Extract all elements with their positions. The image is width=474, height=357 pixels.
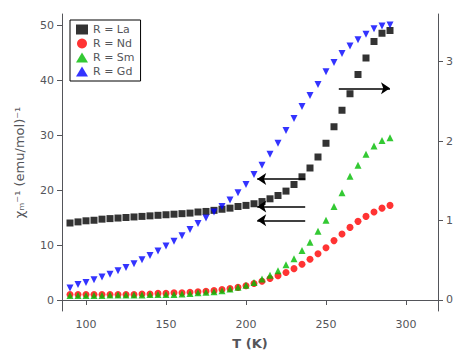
svg-text:150: 150 (156, 318, 177, 331)
svg-text:20: 20 (40, 184, 54, 197)
svg-text:40: 40 (40, 74, 54, 87)
svg-text:R = La: R = La (93, 23, 130, 36)
svg-text:10: 10 (40, 239, 54, 252)
svg-text:0: 0 (446, 293, 453, 306)
svg-text:2: 2 (446, 135, 453, 148)
svg-text:200: 200 (236, 318, 257, 331)
svg-text:1: 1 (446, 214, 453, 227)
svg-text:T (K): T (K) (232, 336, 267, 351)
svg-text:100: 100 (76, 318, 97, 331)
svg-text:0: 0 (47, 294, 54, 307)
svg-text:50: 50 (40, 19, 54, 32)
svg-text:R = Sm: R = Sm (93, 51, 135, 64)
svg-text:R = Nd: R = Nd (93, 37, 132, 50)
svg-text:3: 3 (446, 55, 453, 68)
svg-text:R = Gd: R = Gd (93, 65, 132, 78)
svg-text:χₘ⁻¹ (emu/mol)⁻¹: χₘ⁻¹ (emu/mol)⁻¹ (12, 107, 27, 219)
svg-text:300: 300 (396, 318, 417, 331)
svg-text:250: 250 (316, 318, 337, 331)
svg-text:30: 30 (40, 129, 54, 142)
